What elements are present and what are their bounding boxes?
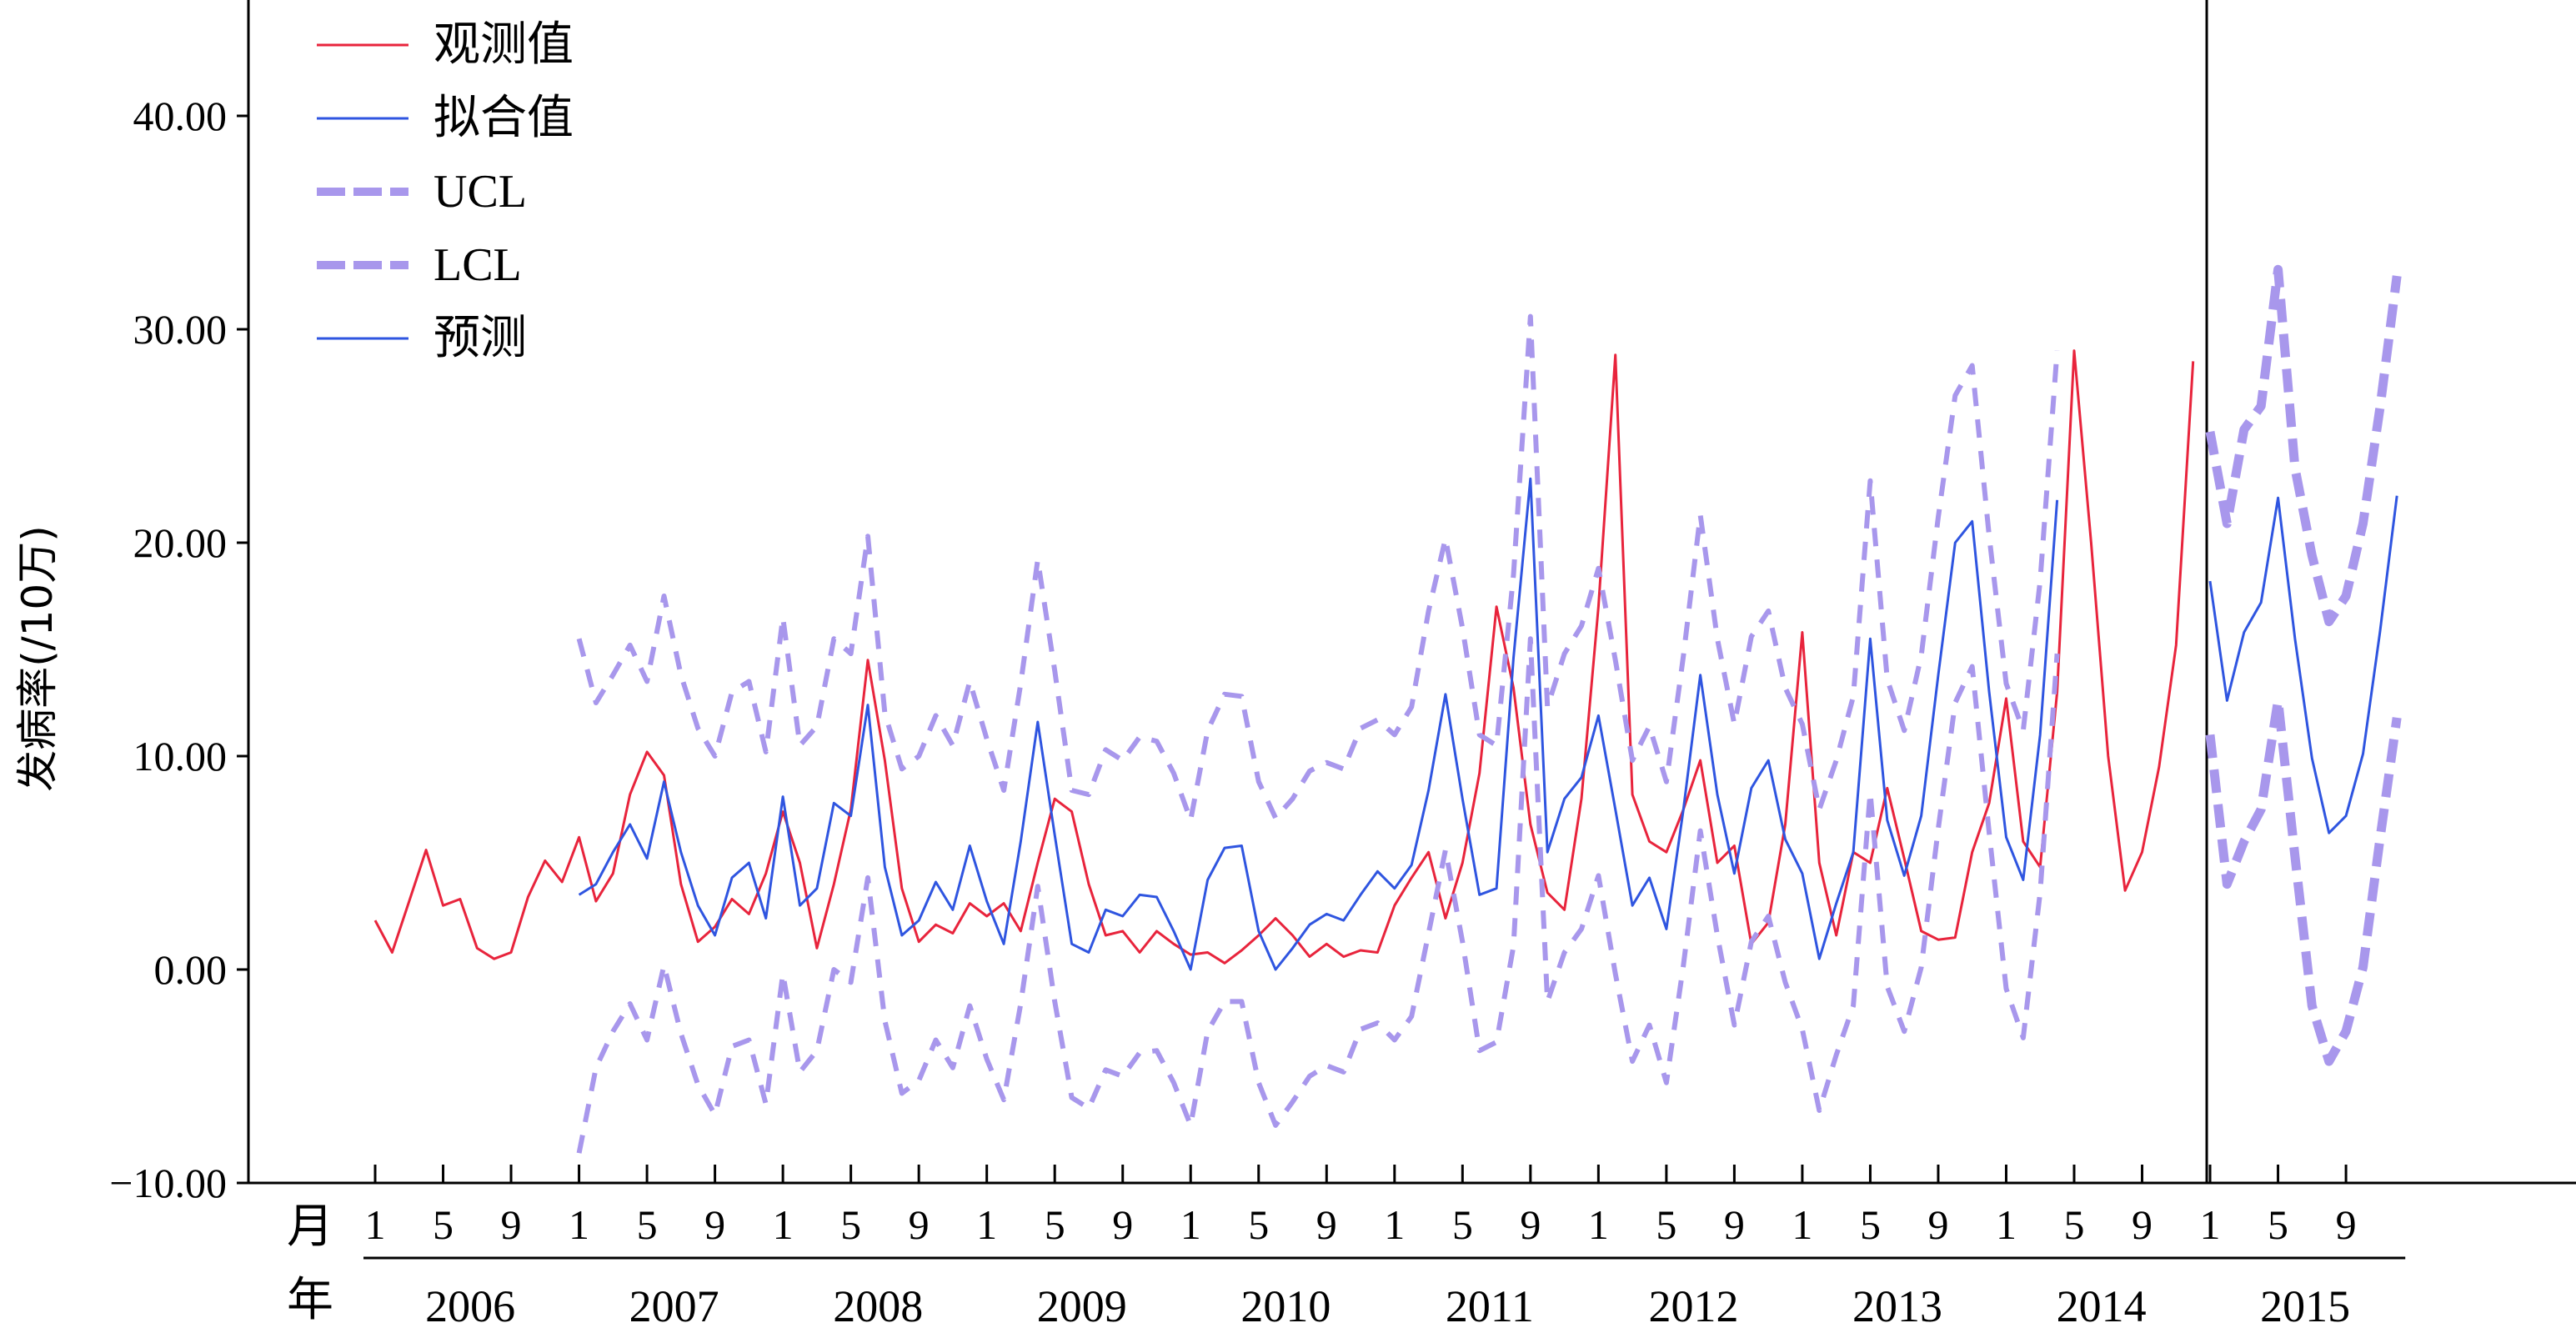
year-label: 2007 — [629, 1281, 719, 1331]
month-tick-label: 1 — [773, 1201, 794, 1248]
month-row-label: 月 — [287, 1200, 333, 1254]
axes: 40.00 30.00 20.00 10.00 0.00 −10.00 发病率(/10万) 月… — [13, 0, 2576, 1331]
series-line-observed — [373, 349, 2195, 965]
month-tick-label: 5 — [2064, 1201, 2085, 1248]
y-tick-label: 10.00 — [133, 733, 228, 779]
month-tick-label: 5 — [637, 1201, 658, 1248]
year-label: 2014 — [2057, 1281, 2147, 1331]
month-tick-label: 5 — [1656, 1201, 1676, 1248]
month-tick-label: 9 — [909, 1201, 930, 1248]
month-tick-label: 5 — [1248, 1201, 1269, 1248]
y-tick-label: 0.00 — [154, 946, 228, 993]
year-label: 2008 — [833, 1281, 923, 1331]
month-tick-label: 1 — [976, 1201, 997, 1248]
legend-ucl-label: UCL — [434, 166, 527, 218]
year-label: 2011 — [1446, 1281, 1534, 1331]
month-tick-label: 1 — [569, 1201, 589, 1248]
year-label: 2006 — [425, 1281, 515, 1331]
month-tick-label: 1 — [1180, 1201, 1201, 1248]
series-line-forecast — [2208, 495, 2398, 834]
month-tick-label: 9 — [1112, 1201, 1133, 1248]
month-tick-label: 1 — [1792, 1201, 1812, 1248]
month-tick-label: 5 — [1045, 1201, 1065, 1248]
month-tick-label: 5 — [840, 1201, 861, 1248]
month-tick-label: 9 — [1724, 1201, 1745, 1248]
month-tick-label: 9 — [704, 1201, 725, 1248]
month-tick-label: 1 — [2200, 1201, 2221, 1248]
legend-observed-label: 观测值 — [434, 18, 574, 72]
y-tick-label: 30.00 — [133, 306, 228, 353]
month-tick-label: 5 — [2268, 1201, 2288, 1248]
year-label: 2010 — [1240, 1281, 1331, 1331]
y-tick-label: 20.00 — [133, 519, 228, 566]
month-tick-label: 9 — [1520, 1201, 1541, 1248]
month-tick-label: 9 — [2132, 1201, 2153, 1248]
year-label: 2012 — [1648, 1281, 1738, 1331]
year-label: 2015 — [2260, 1281, 2350, 1331]
series-line-ucl — [576, 313, 2060, 823]
y-axis-title: 发病率(/10万) — [13, 525, 62, 791]
month-tick-label: 5 — [1860, 1201, 1881, 1248]
series-line-fitted — [578, 477, 2059, 971]
year-row-label: 年 — [287, 1273, 333, 1327]
month-tick-label: 1 — [1588, 1201, 1609, 1248]
legend-lcl-label: LCL — [434, 239, 522, 291]
y-tick-label: −10.00 — [109, 1160, 227, 1206]
month-tick-label: 5 — [1452, 1201, 1473, 1248]
series-line-lcl — [576, 636, 2060, 1154]
series-line-lcl-forecast — [2205, 695, 2402, 1066]
month-tick-label: 9 — [2336, 1201, 2357, 1248]
month-tick-label: 9 — [1316, 1201, 1337, 1248]
month-tick-label: 9 — [1927, 1201, 1948, 1248]
month-tick-label: 1 — [365, 1201, 386, 1248]
y-tick-label: 40.00 — [133, 93, 228, 139]
year-label: 2013 — [1852, 1281, 1942, 1331]
legend-forecast-label: 预测 — [434, 311, 527, 365]
month-tick-label: 1 — [1996, 1201, 2017, 1248]
series-line-ucl-forecast — [2205, 264, 2402, 627]
year-label: 2009 — [1037, 1281, 1127, 1331]
month-tick-label: 9 — [501, 1201, 522, 1248]
month-tick-label: 5 — [433, 1201, 454, 1248]
series-lines — [373, 264, 2402, 1154]
legend-fitted-label: 拟合值 — [434, 91, 574, 145]
month-tick-label: 1 — [1384, 1201, 1405, 1248]
